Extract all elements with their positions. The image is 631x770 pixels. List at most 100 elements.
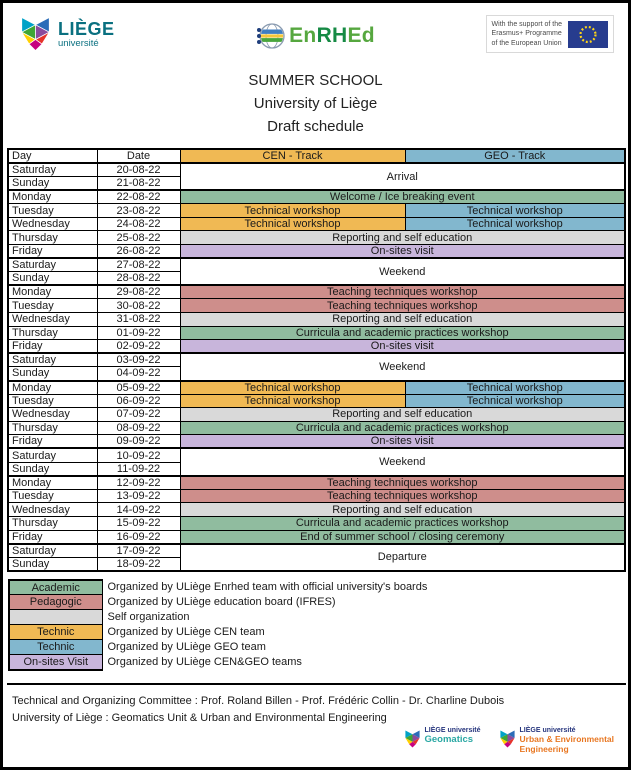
legend-swatch: Technic <box>8 639 103 656</box>
legend-table: Academic Organized by ULiège Enrhed team … <box>8 578 428 671</box>
date-cell: 12-09-22 <box>96 474 181 490</box>
schedule-row: Tuesday 23-08-22 Technical workshop Technic… <box>7 203 626 218</box>
schedule-table: Day Date CEN - Track GEO - Track Saturda… <box>7 148 626 572</box>
uliege-logo: LIÈGE université <box>19 15 115 53</box>
enrhed-globe-icon <box>257 23 285 49</box>
day-cell: Sunday <box>7 461 98 477</box>
schedule-row: Friday 16-09-22 End of summer school / clo… <box>7 529 626 545</box>
page-subtitle-2: Draft schedule <box>267 118 364 135</box>
day-cell: Tuesday <box>7 393 98 409</box>
geomatics-unit: Geomatics <box>424 734 474 746</box>
page-subtitle: University of Liège <box>253 95 378 112</box>
schedule-row: Wednesday 07-09-22 Reporting and self educ… <box>7 407 626 422</box>
schedule-row: Thursday 15-09-22 Curricula and academic p… <box>7 515 626 531</box>
day-cell: Sunday <box>7 556 98 572</box>
legend-swatch: Academic <box>8 578 103 596</box>
date-cell: 28-08-22 <box>96 271 181 286</box>
date-cell: 06-09-22 <box>96 393 181 409</box>
legend-description: Organized by ULiège education board (IFR… <box>101 594 428 610</box>
enrhed-logo: EnRHEd <box>255 20 375 52</box>
day-cell: Monday <box>7 474 98 490</box>
date-cell: 18-09-22 <box>96 556 181 572</box>
date-cell: 25-08-22 <box>96 230 181 246</box>
date-cell: 31-08-22 <box>96 312 181 327</box>
date-cell: 30-08-22 <box>96 298 181 314</box>
schedule-row: Monday 12-09-22 Teaching techniques worksh… <box>7 474 626 490</box>
day-cell: Tuesday <box>7 488 98 504</box>
date-cell: 11-09-22 <box>96 461 181 477</box>
event-cell-geo: Technical workshop <box>404 379 626 395</box>
schedule-row: Wednesday 24-08-22 Technical workshop Techn… <box>7 216 626 232</box>
date-cell: 29-08-22 <box>96 284 181 300</box>
event-cell: Reporting and self education <box>179 502 626 517</box>
day-cell: Sunday <box>7 366 98 381</box>
legend-swatch: Pedagogic <box>8 594 103 611</box>
day-cell: Wednesday <box>7 407 98 422</box>
day-cell: Friday <box>7 244 98 259</box>
day-cell: Thursday <box>7 420 98 436</box>
schedule-row: Friday 02-09-22 On-sites visit <box>7 339 626 354</box>
day-cell: Wednesday <box>7 312 98 327</box>
schedule-row: Friday 09-09-22 On-sites visit <box>7 434 626 449</box>
footer-separator <box>7 682 626 685</box>
date-cell: 07-09-22 <box>96 407 181 422</box>
schedule-row: Tuesday 13-09-22 Teaching techniques works… <box>7 488 626 504</box>
date-cell: 20-08-22 <box>96 162 181 178</box>
event-cell-geo: Technical workshop <box>404 216 626 232</box>
event-cell-cen: Technical workshop <box>179 379 406 395</box>
event-cell-cen: Technical workshop <box>179 203 406 218</box>
erasmus-support-block: With the support of the Erasmus+ Program… <box>485 15 614 54</box>
day-cell: Saturday <box>7 447 98 463</box>
day-cell: Monday <box>7 379 98 395</box>
header: LIÈGE université EnRHEd <box>7 7 624 61</box>
date-cell: 27-08-22 <box>96 257 181 273</box>
event-cell: Reporting and self education <box>179 312 626 327</box>
uliege-mini-logo-icon <box>404 730 420 748</box>
schedule-row: Saturday 27-08-22 Weekend <box>7 257 626 286</box>
uee-unit-2: Engineering <box>519 744 569 755</box>
event-cell-cen: Technical workshop <box>179 216 406 232</box>
column-header-cen-track: CEN - Track <box>179 148 406 164</box>
schedule-row: Sunday 18-09-22 <box>7 556 625 572</box>
day-cell: Saturday <box>7 542 98 558</box>
day-cell: Tuesday <box>7 298 98 314</box>
date-cell: 09-09-22 <box>96 434 181 449</box>
legend-description: Organized by ULiège Enrhed team with off… <box>101 579 428 595</box>
schedule-row: Tuesday 30-08-22 Teaching techniques works… <box>7 298 626 314</box>
schedule-row: Monday 05-09-22 Technical workshop Technica… <box>7 379 626 395</box>
geomatics-logo: LIÈGE université Geomatics <box>404 727 481 749</box>
day-cell: Saturday <box>7 162 98 178</box>
column-header-date: Date <box>96 148 181 164</box>
day-cell: Wednesday <box>7 216 98 232</box>
day-cell: Monday <box>7 284 98 300</box>
date-cell: 02-09-22 <box>96 339 181 354</box>
date-cell: 15-09-22 <box>96 515 181 531</box>
day-cell: Sunday <box>7 271 98 286</box>
date-cell: 22-08-22 <box>96 189 181 205</box>
event-cell: End of summer school / closing ceremony <box>179 529 626 545</box>
day-cell: Monday <box>7 189 98 205</box>
event-cell: Teaching techniques workshop <box>179 488 626 504</box>
schedule-row: Thursday 08-09-22 Curricula and academic p… <box>7 420 626 436</box>
event-cell: Teaching techniques workshop <box>179 474 626 490</box>
schedule-row: Friday 26-08-22 On-sites visit <box>7 244 626 259</box>
legend-row: Technic Organized by ULiège GEO team <box>8 639 428 656</box>
event-cell: Reporting and self education <box>179 407 626 422</box>
date-cell: 17-09-22 <box>96 542 181 558</box>
date-cell: 08-09-22 <box>96 420 181 436</box>
uliege-subtitle: université <box>58 37 99 49</box>
date-cell: 01-09-22 <box>96 325 181 341</box>
event-cell: Curricula and academic practices worksho… <box>179 420 626 436</box>
schedule-row: Monday 22-08-22 Welcome / Ice breaking eve… <box>7 189 626 205</box>
event-cell: On-sites visit <box>179 244 626 259</box>
legend-description: Self organization <box>101 609 428 625</box>
day-cell: Friday <box>7 529 98 545</box>
uee-brand: LIÈGE université <box>519 727 576 735</box>
event-cell: On-sites visit <box>179 339 626 354</box>
footer-logos: LIÈGE université Geomatics LIÈGE univers… <box>404 727 614 755</box>
day-cell: Saturday <box>7 257 98 273</box>
legend-swatch: On-sites Visit <box>8 654 103 671</box>
legend-row: Technic Organized by ULiège CEN team <box>8 624 428 641</box>
page-title: SUMMER SCHOOL <box>248 72 383 89</box>
